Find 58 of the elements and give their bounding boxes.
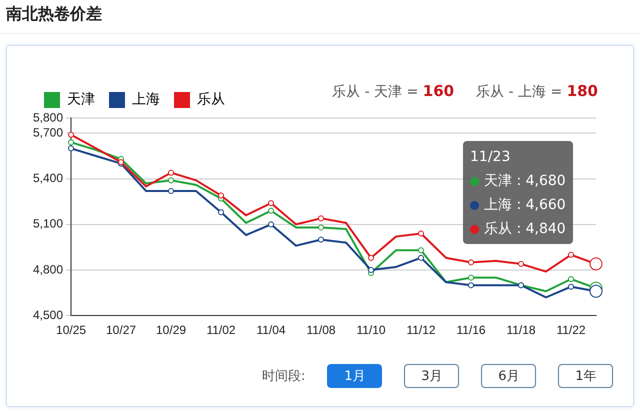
x-tick-label: 10/25 xyxy=(56,323,86,338)
point xyxy=(68,139,74,146)
chart-title: 南北热卷价差 xyxy=(6,4,102,25)
point xyxy=(218,192,224,199)
x-tick-label: 11/18 xyxy=(506,323,536,338)
point xyxy=(68,132,74,138)
text: 乐从 - 天津 = 160 xyxy=(332,82,454,101)
point xyxy=(418,230,424,237)
text: 乐从 - 上海 = 180 xyxy=(476,82,598,101)
point xyxy=(468,259,474,266)
point xyxy=(568,284,574,290)
point xyxy=(468,282,474,288)
annotation: 天津 : 4,680 xyxy=(483,172,566,191)
x-tick-label: 11/10 xyxy=(356,323,386,338)
point xyxy=(268,208,274,214)
text: 时间段: xyxy=(262,368,306,385)
point xyxy=(318,224,324,230)
x-tick-label: 11/04 xyxy=(256,323,286,338)
x-tick-label: 10/29 xyxy=(156,323,186,338)
y-tick-label: 4,500 xyxy=(33,308,64,322)
point xyxy=(368,254,374,261)
x-tick-label: 11/08 xyxy=(306,323,336,338)
point xyxy=(368,267,374,273)
point xyxy=(418,254,424,261)
legend-label: 上海 xyxy=(132,92,160,108)
point xyxy=(168,177,174,184)
annotation: 上海 : 4,660 xyxy=(483,196,566,215)
y-tick-label: 4,800 xyxy=(33,262,64,276)
point xyxy=(518,260,524,267)
y-tick-label: 5,100 xyxy=(33,216,64,231)
x-tick-label: 11/02 xyxy=(206,323,236,338)
text: 3月 xyxy=(404,364,460,388)
point xyxy=(568,252,574,258)
point xyxy=(418,247,424,254)
point xyxy=(268,221,274,228)
y-tick-label: 5,800 xyxy=(33,110,64,124)
point xyxy=(218,209,224,216)
text: 6月 xyxy=(481,364,536,388)
x-tick-label: 11/12 xyxy=(406,323,436,338)
x-tick-label: 11/16 xyxy=(456,323,486,338)
point xyxy=(68,145,74,152)
point xyxy=(318,215,324,222)
point xyxy=(268,200,274,206)
annotation: 乐从 : 4,840 xyxy=(483,220,566,239)
legend-label: 天津 xyxy=(67,92,95,108)
point xyxy=(568,276,574,282)
point xyxy=(318,236,324,243)
point xyxy=(468,274,474,281)
y-tick-label: 5,700 xyxy=(33,126,64,140)
text: 1年 xyxy=(558,364,614,388)
x-tick-label: 10/27 xyxy=(106,323,136,338)
y-tick-label: 5,400 xyxy=(33,171,64,186)
point xyxy=(168,170,174,176)
legend-label: 乐从 xyxy=(197,92,225,108)
text: 1月 xyxy=(327,364,382,388)
x-tick-label: 11/22 xyxy=(556,323,586,338)
annotation: 11/23 xyxy=(470,148,512,167)
point xyxy=(168,188,174,194)
